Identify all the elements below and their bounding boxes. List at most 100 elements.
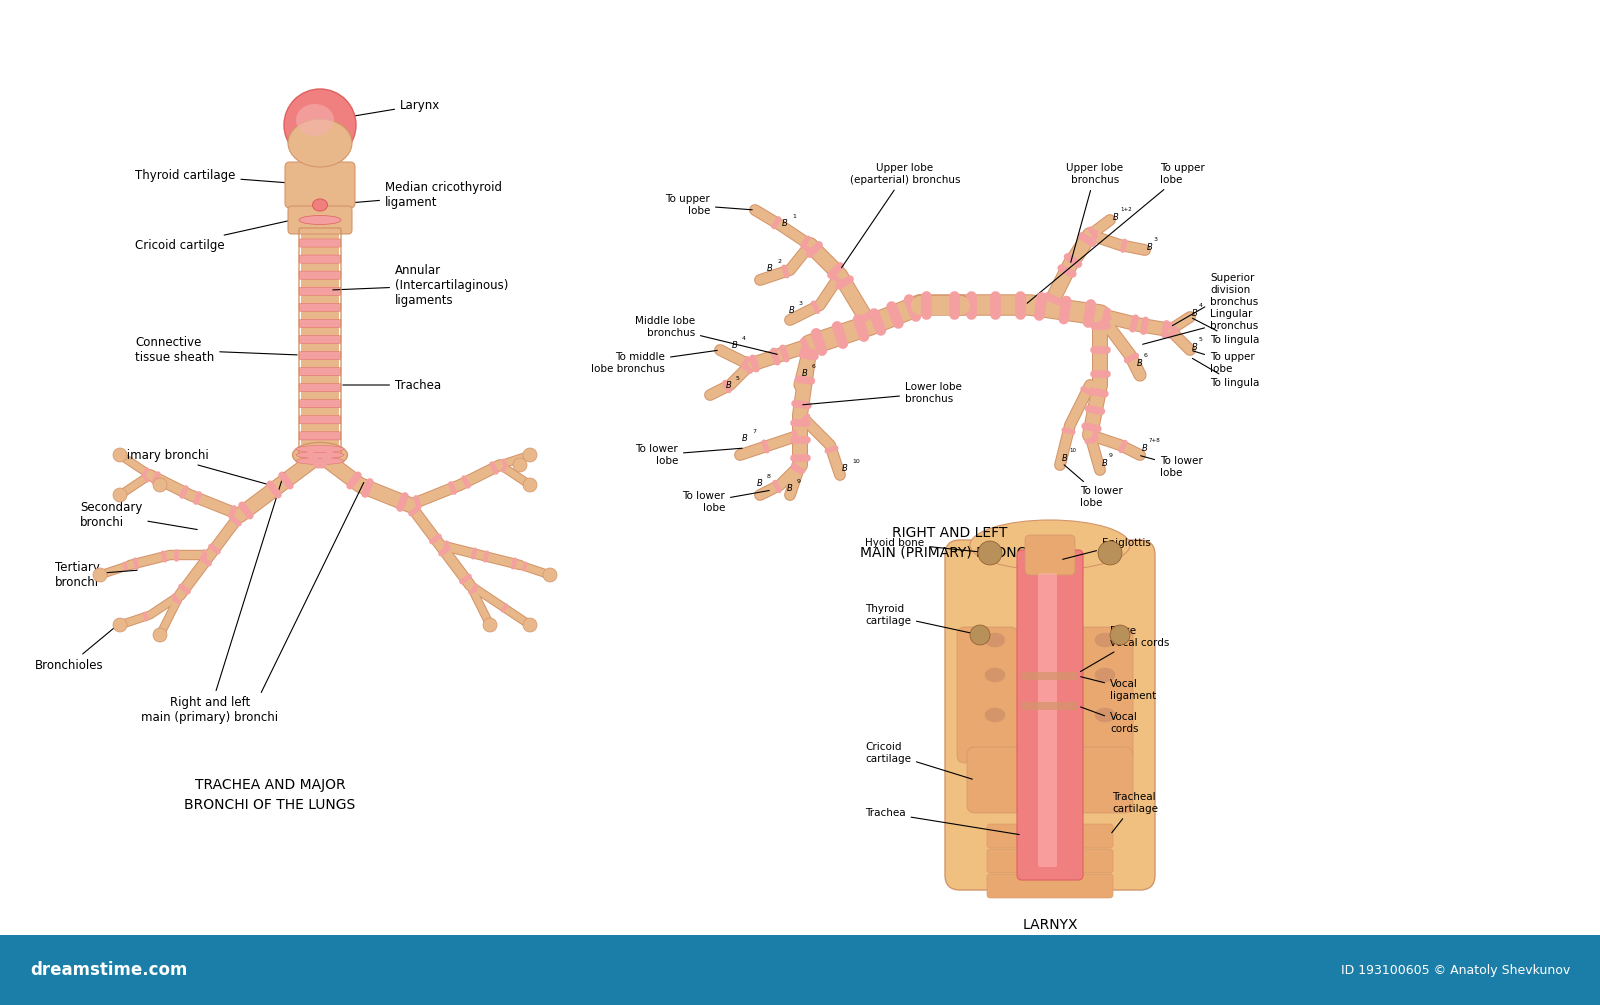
Text: Lingular
bronchus: Lingular bronchus xyxy=(1142,310,1258,345)
FancyBboxPatch shape xyxy=(0,935,1600,1005)
Text: To lower
lobe: To lower lobe xyxy=(1064,465,1123,508)
Text: To middle
lobe bronchus: To middle lobe bronchus xyxy=(590,351,717,374)
Text: Thyroid cartilage: Thyroid cartilage xyxy=(134,169,288,183)
Text: dreamstime.com: dreamstime.com xyxy=(30,961,187,979)
FancyBboxPatch shape xyxy=(1022,672,1078,680)
FancyBboxPatch shape xyxy=(288,206,352,234)
Text: 8: 8 xyxy=(766,474,771,479)
Text: B: B xyxy=(1062,453,1067,462)
Circle shape xyxy=(523,478,538,492)
Text: Primary bronchi: Primary bronchi xyxy=(115,448,267,484)
Text: 3: 3 xyxy=(1154,237,1158,242)
Circle shape xyxy=(114,448,126,462)
Text: Thyroid
cartilage: Thyroid cartilage xyxy=(866,604,978,634)
Text: Upper lobe
bronchus: Upper lobe bronchus xyxy=(1067,164,1123,262)
Text: Tertiary
bronchi: Tertiary bronchi xyxy=(54,561,138,589)
Text: 5: 5 xyxy=(1198,337,1203,342)
FancyBboxPatch shape xyxy=(299,336,341,344)
Ellipse shape xyxy=(299,215,341,224)
Text: 6: 6 xyxy=(813,364,816,369)
Text: TRACHEA AND MAJOR
BRONCHI OF THE LUNGS: TRACHEA AND MAJOR BRONCHI OF THE LUNGS xyxy=(184,778,355,812)
Text: B: B xyxy=(787,483,794,492)
Text: 1: 1 xyxy=(792,214,795,219)
Ellipse shape xyxy=(1094,668,1115,682)
Circle shape xyxy=(154,628,166,642)
Text: Annular
(Intercartilaginous)
ligaments: Annular (Intercartilaginous) ligaments xyxy=(333,263,509,307)
Text: Vocal
cords: Vocal cords xyxy=(1080,707,1139,734)
Circle shape xyxy=(1110,625,1130,645)
Text: B: B xyxy=(733,341,738,350)
Text: To lower
lobe: To lower lobe xyxy=(1141,455,1203,477)
FancyBboxPatch shape xyxy=(299,416,341,424)
Circle shape xyxy=(154,478,166,492)
Text: 10: 10 xyxy=(851,459,859,464)
Text: B: B xyxy=(1142,443,1147,452)
Text: B: B xyxy=(1147,242,1152,251)
Text: B: B xyxy=(1114,212,1118,221)
Text: False
vocal cords: False vocal cords xyxy=(1080,626,1170,671)
FancyBboxPatch shape xyxy=(299,304,341,312)
Text: To lower
lobe: To lower lobe xyxy=(635,444,742,465)
FancyBboxPatch shape xyxy=(301,230,339,455)
Text: LARNYX: LARNYX xyxy=(1022,918,1078,932)
Text: B: B xyxy=(757,478,763,487)
Ellipse shape xyxy=(285,89,355,161)
Ellipse shape xyxy=(288,119,352,167)
FancyBboxPatch shape xyxy=(285,162,355,208)
Text: Right and left
main (primary) bronchi: Right and left main (primary) bronchi xyxy=(141,472,285,724)
Text: To upper
lobe: To upper lobe xyxy=(1192,351,1254,374)
Text: Larynx: Larynx xyxy=(333,98,440,120)
Ellipse shape xyxy=(1094,708,1115,722)
Ellipse shape xyxy=(296,104,334,136)
FancyBboxPatch shape xyxy=(1072,627,1133,763)
Text: 9: 9 xyxy=(1109,453,1114,458)
Text: 4: 4 xyxy=(742,336,746,341)
FancyBboxPatch shape xyxy=(299,271,341,279)
FancyBboxPatch shape xyxy=(299,432,341,440)
Text: Secondary
bronchi: Secondary bronchi xyxy=(80,501,197,530)
Circle shape xyxy=(114,488,126,502)
Circle shape xyxy=(483,618,498,632)
Text: Connective
tissue sheath: Connective tissue sheath xyxy=(134,336,298,364)
FancyBboxPatch shape xyxy=(1026,535,1075,575)
FancyBboxPatch shape xyxy=(299,287,341,295)
Ellipse shape xyxy=(296,457,344,464)
FancyBboxPatch shape xyxy=(299,320,341,328)
Text: Cricoid cartilge: Cricoid cartilge xyxy=(134,221,290,251)
FancyBboxPatch shape xyxy=(987,874,1114,898)
Text: To lingula: To lingula xyxy=(1192,359,1259,388)
Text: B: B xyxy=(1192,343,1198,352)
Text: 10: 10 xyxy=(1069,448,1075,453)
FancyBboxPatch shape xyxy=(957,627,1018,763)
Circle shape xyxy=(542,568,557,582)
Text: 7: 7 xyxy=(752,429,757,434)
Circle shape xyxy=(970,625,990,645)
Text: B: B xyxy=(1192,309,1198,318)
FancyBboxPatch shape xyxy=(1022,702,1078,710)
Text: 2: 2 xyxy=(778,259,781,264)
FancyBboxPatch shape xyxy=(946,540,1155,890)
Ellipse shape xyxy=(970,520,1130,570)
Text: Tracheal
cartilage: Tracheal cartilage xyxy=(1112,792,1158,833)
FancyBboxPatch shape xyxy=(987,824,1114,848)
Text: 1+2: 1+2 xyxy=(1120,207,1131,212)
Circle shape xyxy=(1098,541,1122,565)
Text: B: B xyxy=(768,263,773,272)
FancyBboxPatch shape xyxy=(299,239,341,247)
Text: Trachea: Trachea xyxy=(342,379,442,392)
Ellipse shape xyxy=(1094,633,1115,647)
FancyBboxPatch shape xyxy=(1038,573,1058,867)
FancyBboxPatch shape xyxy=(1018,550,1083,880)
Text: Lower lobe
bronchus: Lower lobe bronchus xyxy=(803,382,962,405)
Text: B: B xyxy=(1102,458,1107,467)
Ellipse shape xyxy=(986,633,1005,647)
Text: To lingula: To lingula xyxy=(1192,319,1259,345)
Ellipse shape xyxy=(986,708,1005,722)
Text: Vocal
ligament: Vocal ligament xyxy=(1080,676,1157,700)
Text: B: B xyxy=(782,218,787,227)
Text: Bronchioles: Bronchioles xyxy=(35,625,118,671)
Ellipse shape xyxy=(293,442,347,467)
FancyBboxPatch shape xyxy=(299,352,341,360)
Circle shape xyxy=(978,541,1002,565)
Text: Upper lobe
(eparterial) bronchus: Upper lobe (eparterial) bronchus xyxy=(842,164,960,267)
